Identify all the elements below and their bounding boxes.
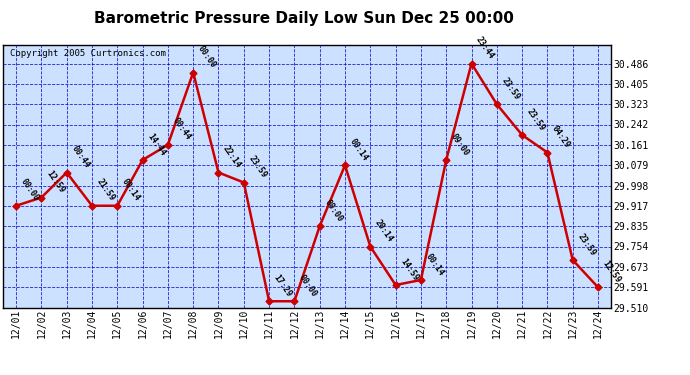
Text: 20:14: 20:14: [373, 218, 395, 244]
Text: 12:59: 12:59: [601, 259, 622, 285]
Text: Barometric Pressure Daily Low Sun Dec 25 00:00: Barometric Pressure Daily Low Sun Dec 25…: [94, 11, 513, 26]
Text: 21:59: 21:59: [95, 177, 117, 203]
Text: 22:14: 22:14: [221, 144, 243, 170]
Text: 14:59: 14:59: [398, 256, 420, 282]
Text: 04:29: 04:29: [550, 124, 572, 150]
Text: Copyright 2005 Curtronics.com: Copyright 2005 Curtronics.com: [10, 49, 166, 58]
Text: 00:00: 00:00: [196, 44, 217, 70]
Text: 00:14: 00:14: [120, 177, 141, 203]
Text: 09:00: 09:00: [449, 132, 471, 157]
Text: 23:59: 23:59: [525, 106, 546, 132]
Text: 00:44: 00:44: [170, 116, 193, 142]
Text: 17:29: 17:29: [272, 273, 293, 298]
Text: 00:00: 00:00: [19, 177, 41, 203]
Text: 00:14: 00:14: [348, 137, 369, 162]
Text: 00:00: 00:00: [297, 273, 319, 298]
Text: 23:59: 23:59: [500, 76, 521, 102]
Text: 00:00: 00:00: [322, 198, 344, 223]
Text: 12:59: 12:59: [44, 169, 66, 195]
Text: 14:44: 14:44: [146, 132, 167, 157]
Text: 00:14: 00:14: [424, 252, 445, 277]
Text: 00:44: 00:44: [70, 144, 91, 170]
Text: 23:59: 23:59: [246, 154, 268, 180]
Text: 23:44: 23:44: [474, 35, 496, 61]
Text: 23:59: 23:59: [575, 232, 597, 257]
